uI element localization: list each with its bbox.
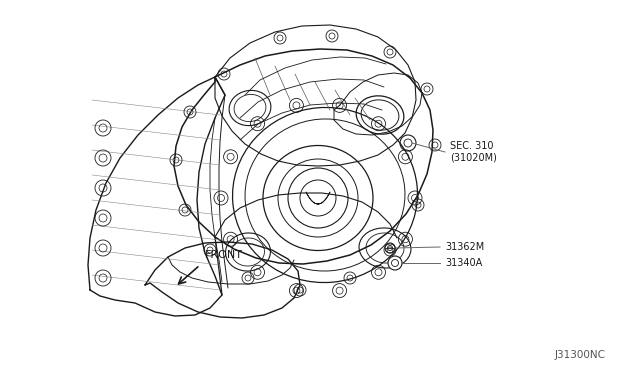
Text: J31300NC: J31300NC [554, 350, 605, 360]
Circle shape [388, 256, 402, 270]
Text: 31362M: 31362M [445, 242, 484, 252]
Circle shape [385, 243, 395, 253]
Text: (31020M): (31020M) [450, 153, 497, 163]
Text: 31340A: 31340A [445, 258, 483, 268]
Text: FRONT: FRONT [205, 250, 243, 260]
Text: SEC. 310: SEC. 310 [450, 141, 493, 151]
